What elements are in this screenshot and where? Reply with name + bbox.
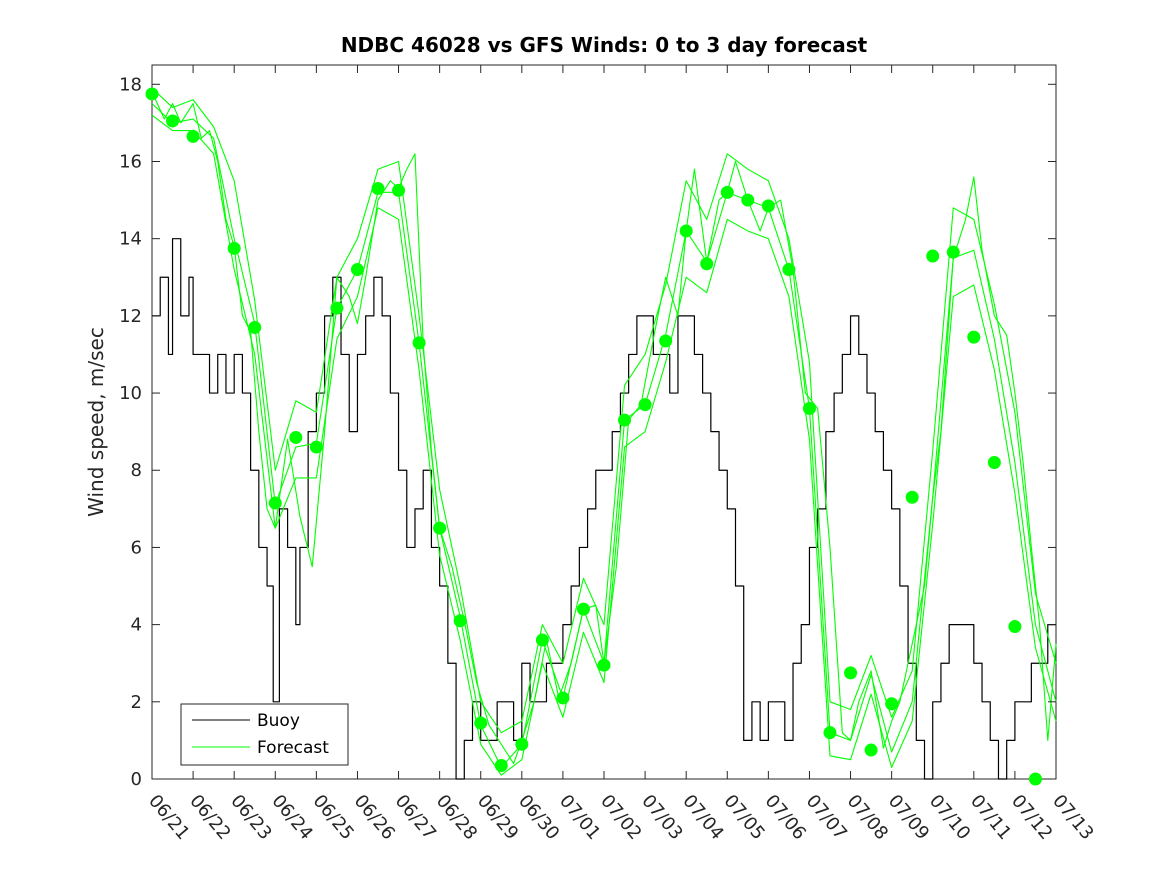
forecast-marker — [453, 614, 467, 628]
legend: Buoy Forecast — [180, 703, 349, 766]
forecast-marker — [289, 430, 303, 444]
y-tick-label: 12 — [119, 306, 142, 327]
forecast-marker — [802, 401, 816, 415]
forecast-marker — [823, 726, 837, 740]
forecast-marker — [350, 263, 364, 277]
forecast-marker — [782, 263, 796, 277]
legend-box — [180, 703, 349, 766]
forecast-marker — [659, 334, 673, 348]
forecast-marker — [987, 456, 1001, 470]
chart-title: NDBC 46028 vs GFS Winds: 0 to 3 day fore… — [341, 33, 868, 57]
forecast-marker — [1008, 620, 1022, 634]
forecast-marker — [556, 691, 570, 705]
forecast-marker — [885, 697, 899, 711]
forecast-line — [151, 114, 1057, 776]
forecast-marker — [371, 182, 385, 196]
y-tick-label: 18 — [119, 74, 142, 95]
forecast-marker — [186, 129, 200, 143]
forecast-marker — [844, 666, 858, 680]
y-tick-label: 2 — [131, 692, 142, 713]
forecast-marker — [248, 320, 262, 334]
forecast-marker — [1028, 772, 1042, 786]
forecast-marker — [720, 185, 734, 199]
forecast-marker — [946, 245, 960, 259]
y-tick-label: 8 — [131, 460, 142, 481]
forecast-marker — [576, 602, 590, 616]
forecast-line — [151, 91, 1057, 765]
forecast-line — [151, 87, 1057, 734]
forecast-marker — [761, 199, 775, 213]
forecast-marker — [227, 241, 241, 255]
forecast-marker — [638, 398, 652, 412]
forecast-marker — [741, 193, 755, 207]
forecast-marker — [700, 257, 714, 271]
buoy-line — [152, 238, 1056, 780]
legend-buoy-label: Buoy — [257, 711, 300, 731]
forecast-marker — [515, 737, 529, 751]
forecast-marker — [166, 114, 180, 128]
forecast-marker — [905, 490, 919, 504]
forecast-marker — [433, 521, 447, 535]
forecast-marker — [597, 658, 611, 672]
forecast-marker — [864, 743, 878, 757]
y-tick-label: 4 — [131, 615, 142, 636]
forecast-marker — [494, 758, 508, 772]
y-tick-label: 10 — [119, 383, 142, 404]
forecast-marker — [268, 496, 282, 510]
forecast-marker — [679, 224, 693, 238]
forecast-marker — [926, 249, 940, 263]
forecast-marker — [535, 633, 549, 647]
y-tick-label: 6 — [131, 537, 142, 558]
y-tick-label: 16 — [119, 151, 142, 172]
y-axis-label: Wind speed, m/sec — [84, 327, 108, 517]
forecast-marker — [412, 336, 426, 350]
y-tick-label: 14 — [119, 229, 142, 250]
forecast-marker — [967, 330, 981, 344]
forecast-marker — [392, 183, 406, 197]
forecast-marker — [474, 716, 488, 730]
forecast-marker — [145, 87, 159, 101]
forecast-marker — [330, 301, 344, 315]
marker-layer — [145, 87, 1042, 786]
forecast-marker — [618, 413, 632, 427]
plot-frame — [151, 64, 1057, 780]
y-tick-label: 0 — [131, 769, 142, 790]
legend-forecast-label: Forecast — [257, 738, 329, 758]
forecast-marker — [309, 440, 323, 454]
